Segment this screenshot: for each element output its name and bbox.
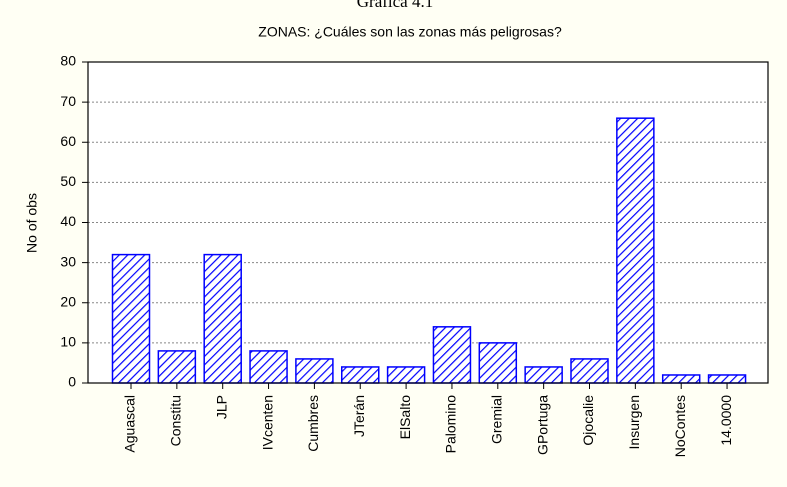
x-tick-label: IVcenten [259, 395, 275, 450]
x-tick-label: Cumbres [305, 395, 321, 452]
x-tick-label: Insurgen [626, 395, 642, 449]
bar [478, 342, 518, 384]
x-tick-label: Ojocalie [580, 395, 596, 446]
y-tick-label: 0 [68, 374, 76, 390]
y-tick-label: 70 [60, 93, 76, 109]
x-tick-label: Aguascal [122, 395, 138, 453]
x-tick-label: Gremial [489, 395, 505, 444]
bar [661, 374, 701, 384]
bar [707, 374, 747, 384]
chart-title: ZONAS: ¿Cuáles son las zonas más peligro… [258, 24, 562, 40]
x-tick-label: JLP [213, 395, 229, 419]
y-tick-label: 50 [60, 173, 76, 189]
x-tick-label: 14.0000 [718, 395, 734, 446]
plot-border [87, 61, 769, 384]
y-tick-label: 30 [60, 253, 76, 269]
bar [570, 358, 609, 384]
bar [341, 366, 380, 384]
x-tick-label: ElSalto [397, 395, 413, 440]
bar [111, 253, 151, 384]
y-tick-label: 40 [60, 213, 76, 229]
y-tick-label: 60 [60, 133, 76, 149]
x-tick-label: NoContes [672, 395, 688, 457]
x-tick-label: JTerán [351, 395, 367, 437]
y-axis-label: No of obs [24, 193, 40, 253]
x-tick-label: Constitu [168, 395, 184, 446]
bar [203, 253, 242, 384]
bar [386, 366, 426, 384]
bar [432, 326, 472, 384]
bar [524, 366, 563, 384]
y-tick-label: 10 [60, 334, 76, 350]
bar [157, 350, 197, 384]
y-tick-label: 20 [60, 293, 76, 309]
x-tick-label: Palomino [443, 395, 459, 454]
figure-label: Gráfica 4.1 [357, 0, 433, 11]
x-tick-label: GPortuga [534, 395, 550, 455]
y-tick-label: 80 [60, 53, 76, 69]
bar [295, 358, 334, 384]
bar [616, 117, 655, 384]
bar [249, 350, 288, 384]
